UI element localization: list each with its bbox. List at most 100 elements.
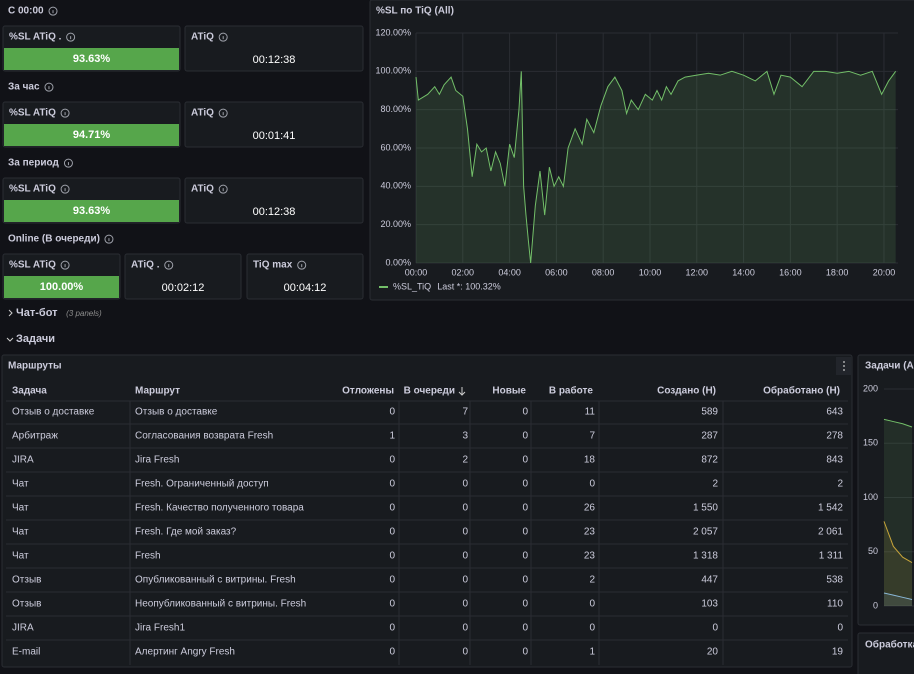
table-cell: 643 xyxy=(826,407,843,418)
info-icon[interactable] xyxy=(44,82,54,92)
line xyxy=(415,70,897,264)
row-title[interactable]: Чат-бот xyxy=(16,307,58,319)
panel xyxy=(857,632,914,674)
panel-title: Обработка xyxy=(865,639,914,651)
table-cell: Чат xyxy=(12,551,29,562)
table-cell: Отзыв xyxy=(12,575,41,586)
area xyxy=(884,419,912,606)
table-cell: Отзыв о доставке xyxy=(12,407,95,418)
section-title: За час xyxy=(8,82,40,93)
info-icon[interactable] xyxy=(60,184,70,194)
table-cell: 0 xyxy=(389,527,395,538)
stat-value: 00:12:38 xyxy=(253,54,296,66)
menu-dot xyxy=(843,365,845,367)
table-cell: 23 xyxy=(584,527,596,538)
stat-title: %SL ATiQ xyxy=(9,108,56,119)
table-cell: 20 xyxy=(707,647,719,658)
stat-title: ATiQ xyxy=(191,108,214,119)
table-cell: 1 xyxy=(389,431,395,442)
stat-background xyxy=(4,124,179,146)
table-cell: 589 xyxy=(701,407,718,418)
column-header[interactable]: Новые xyxy=(492,386,526,397)
table-cell: 2 061 xyxy=(818,527,843,538)
stat-value: 00:12:38 xyxy=(253,206,296,218)
y-tick-label: 60.00% xyxy=(380,142,411,152)
x-tick-label: 10:00 xyxy=(639,267,662,277)
panel xyxy=(184,101,364,148)
info-icon[interactable] xyxy=(218,32,228,42)
y-tick-label: 120.00% xyxy=(375,27,411,37)
info-icon[interactable] xyxy=(66,32,76,42)
table-cell: 103 xyxy=(701,599,718,610)
table-cell: 0 xyxy=(389,479,395,490)
info-icon[interactable] xyxy=(60,108,70,118)
table-cell: 0 xyxy=(522,431,528,442)
stat-title: %SL ATiQ xyxy=(9,184,56,195)
table-cell: 110 xyxy=(827,599,843,610)
table-cell: 0 xyxy=(522,647,528,658)
table-cell: 18 xyxy=(584,455,596,466)
chart-title: %SL по TiQ (All) xyxy=(376,6,454,17)
section-title: Online (В очереди) xyxy=(8,234,100,245)
column-header[interactable]: В работе xyxy=(549,385,594,397)
column-header[interactable]: Маршрут xyxy=(135,386,180,397)
table-cell: 2 xyxy=(712,479,718,490)
table-cell: 2 xyxy=(837,479,843,490)
table-cell: 0 xyxy=(462,623,468,634)
stat-value: 00:01:41 xyxy=(253,130,296,142)
x-tick-label: 02:00 xyxy=(452,267,475,277)
table-cell: 0 xyxy=(462,647,468,658)
table-cell: 0 xyxy=(712,623,718,634)
area xyxy=(416,71,896,263)
table-cell: 0 xyxy=(462,503,468,514)
row-title[interactable]: Задачи xyxy=(16,333,55,345)
info-icon[interactable] xyxy=(297,260,307,270)
y-tick-label: 150 xyxy=(863,438,878,448)
legend-stat: Last *: 100.32% xyxy=(437,281,501,291)
info-icon[interactable] xyxy=(48,6,58,16)
row-chevron[interactable] xyxy=(6,337,14,342)
area xyxy=(884,521,912,606)
table-cell: Согласования возврата Fresh xyxy=(135,431,273,442)
menu-dot xyxy=(843,369,845,371)
table-cell: Fresh xyxy=(135,551,161,562)
column-header[interactable]: Отложены xyxy=(342,386,394,397)
x-tick-label: 00:00 xyxy=(405,267,428,277)
info-icon[interactable] xyxy=(104,234,114,244)
info-icon[interactable] xyxy=(60,260,70,270)
info-icon[interactable] xyxy=(218,184,228,194)
y-tick-label: 200 xyxy=(863,383,878,393)
x-tick-label: 04:00 xyxy=(498,267,521,277)
table-cell: Fresh. Ограниченный доступ xyxy=(135,479,269,490)
section-title: За период xyxy=(8,158,59,169)
column-header[interactable]: Обработано (Н) xyxy=(763,385,840,397)
table-cell: Fresh. Где мой заказ? xyxy=(135,527,237,538)
info-icon[interactable] xyxy=(218,108,228,118)
table-cell: 7 xyxy=(462,407,468,418)
row-chevron[interactable] xyxy=(8,309,13,317)
info-icon[interactable] xyxy=(63,158,73,168)
stat-title: %SL ATiQ . xyxy=(9,32,62,43)
legend-label[interactable]: %SL_TiQ xyxy=(393,281,431,291)
stat-title: ATiQ xyxy=(191,32,214,43)
y-tick-label: 20.00% xyxy=(380,219,411,229)
y-tick-label: 50 xyxy=(868,546,878,556)
y-tick-label: 0 xyxy=(873,600,878,610)
sort-arrow xyxy=(458,387,466,396)
table-cell: 0 xyxy=(462,599,468,610)
line xyxy=(883,418,913,428)
table-cell: 0 xyxy=(389,575,395,586)
table-cell: 0 xyxy=(389,647,395,658)
table-cell: Fresh. Качество полученного товара xyxy=(135,503,304,514)
table-cell: 1 318 xyxy=(693,551,718,562)
table-cell: 0 xyxy=(522,551,528,562)
stat-value: 100.00% xyxy=(40,281,84,293)
info-icon[interactable] xyxy=(164,260,174,270)
chart-title: Задачи (Al xyxy=(865,361,914,372)
column-header[interactable]: Задача xyxy=(12,386,47,397)
stat-title: %SL ATiQ xyxy=(9,260,56,271)
column-header[interactable]: В очереди xyxy=(404,386,455,397)
table-cell: Арбитраж xyxy=(12,430,58,442)
table-cell: 447 xyxy=(701,575,718,586)
column-header[interactable]: Создано (Н) xyxy=(657,386,716,397)
